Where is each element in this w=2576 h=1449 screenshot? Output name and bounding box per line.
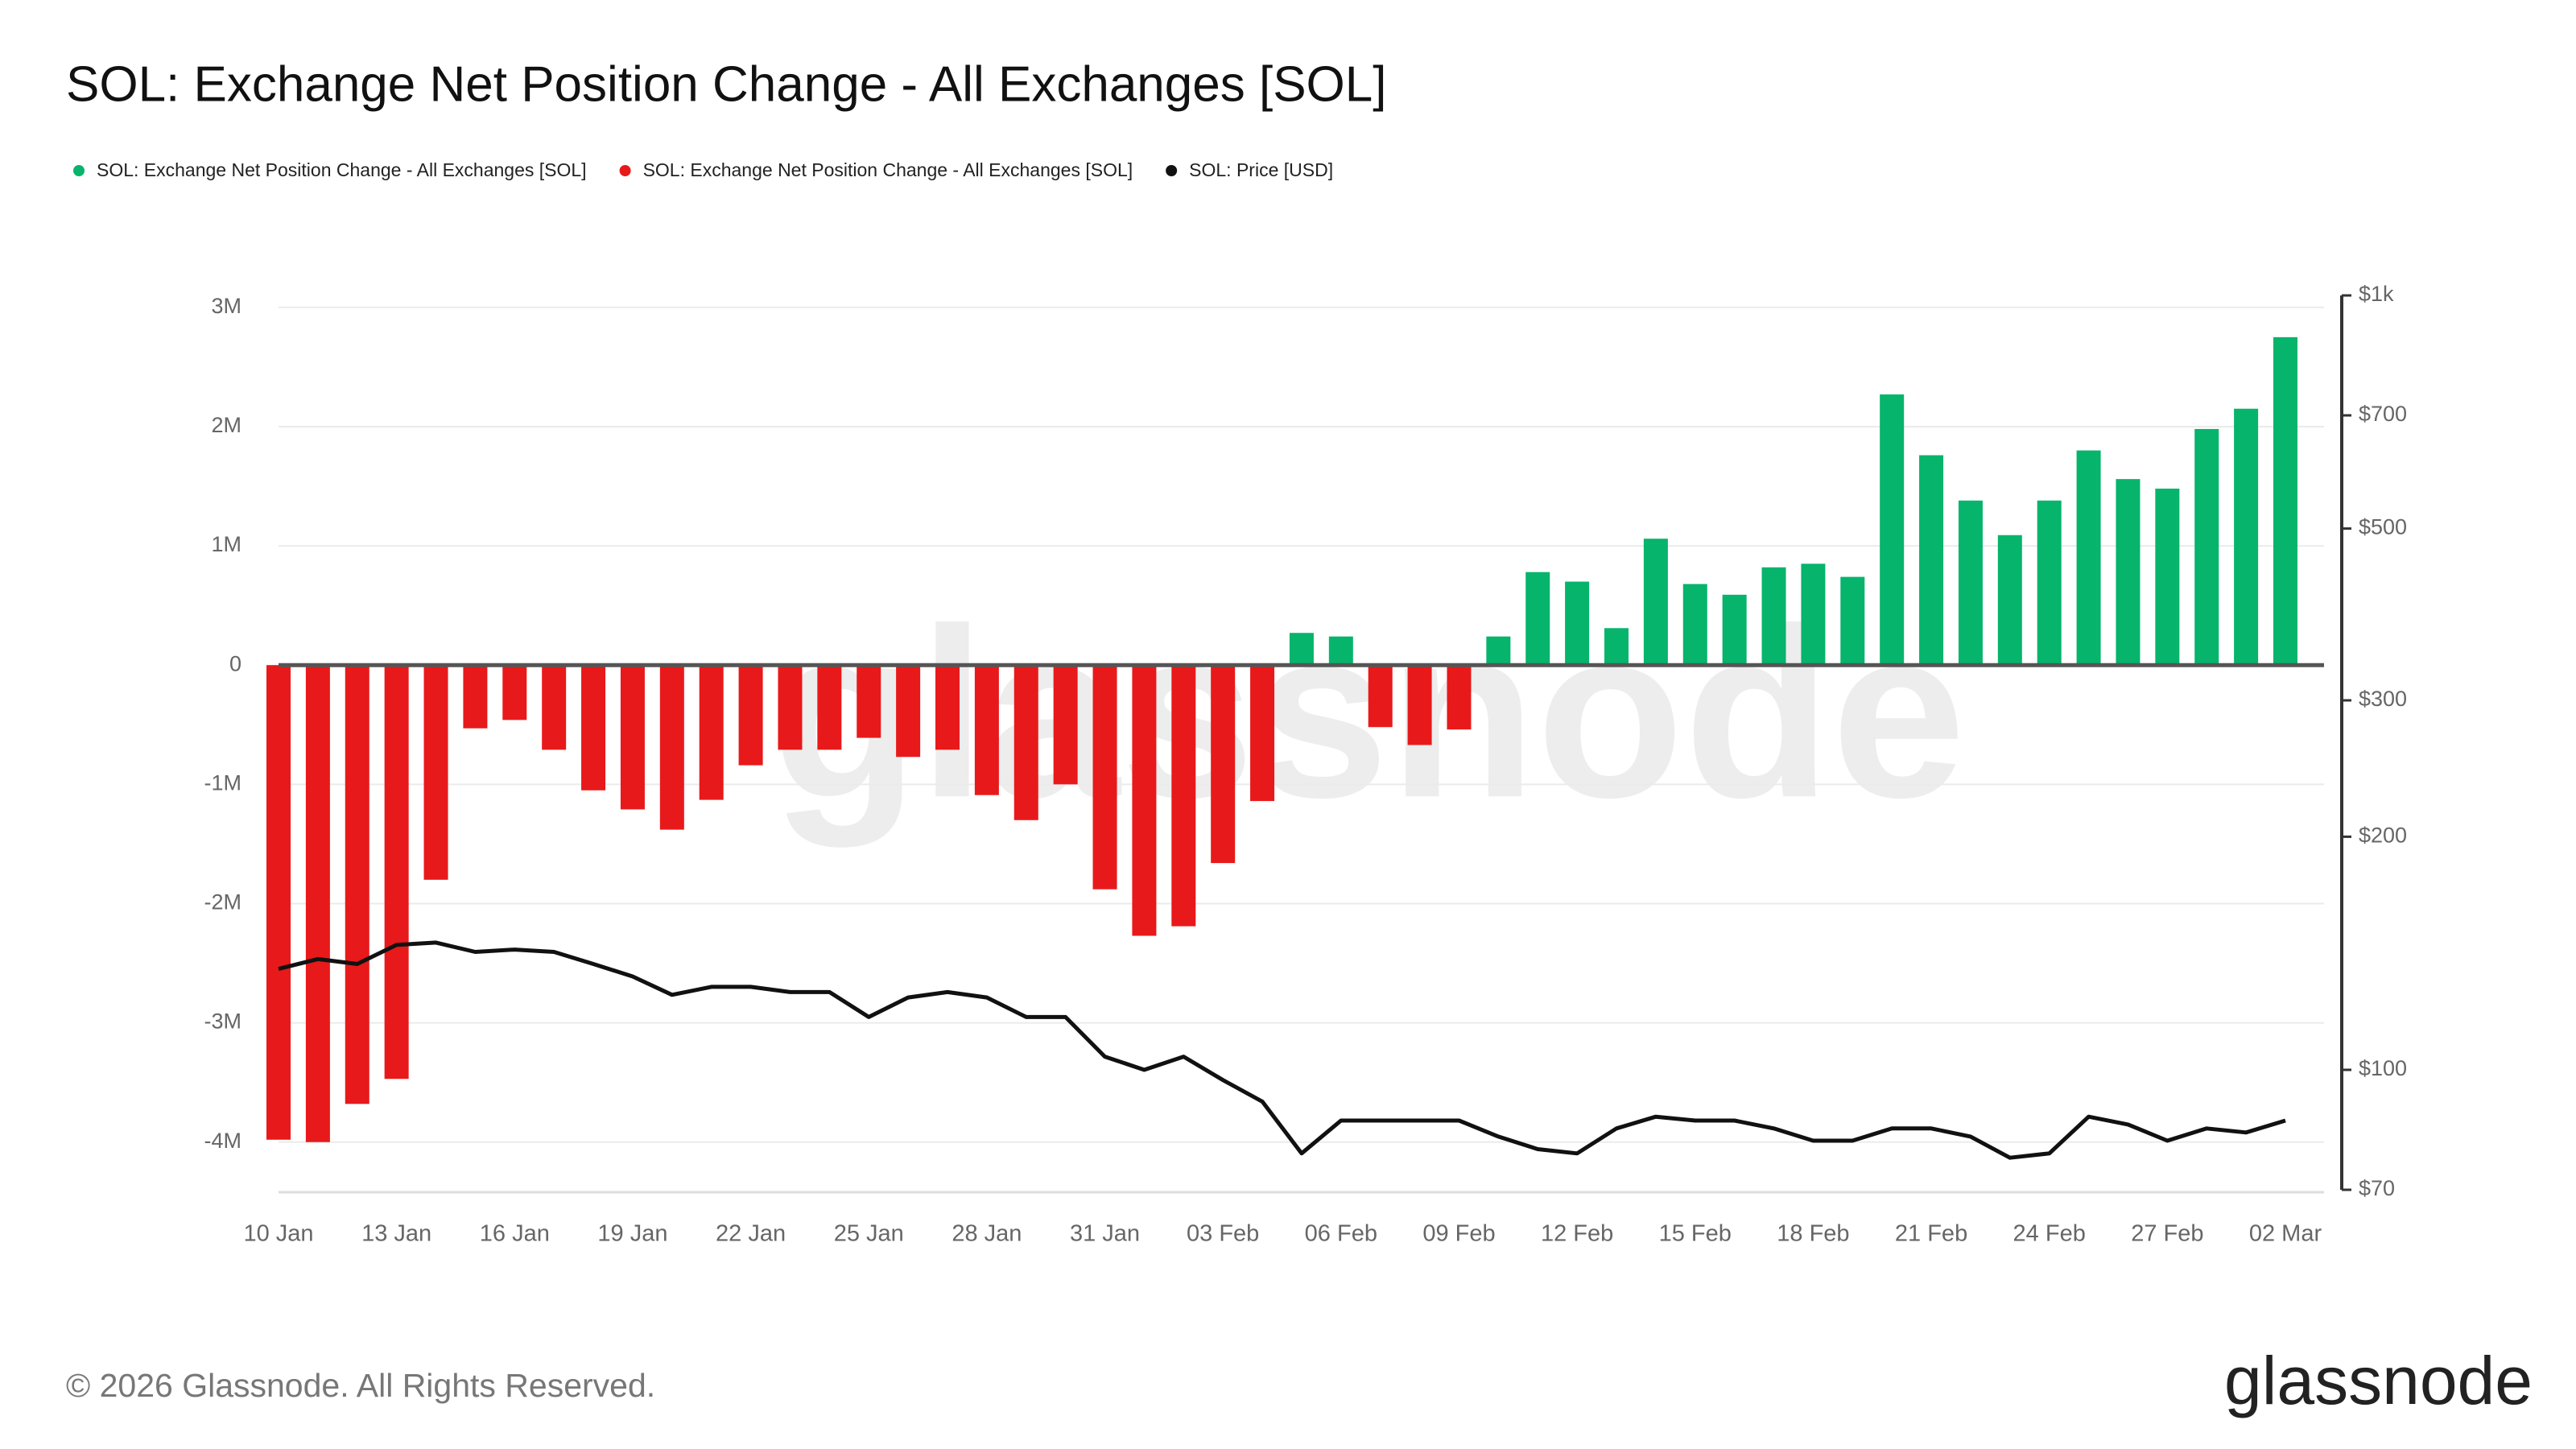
price-line: [278, 940, 2286, 1160]
bar: [1053, 665, 1078, 785]
bar: [1525, 572, 1550, 666]
bar: [778, 665, 803, 750]
footer: © 2026 Glassnode. All Rights Reserved.: [66, 1367, 655, 1404]
x-tick-label: 28 Jan: [952, 1221, 1022, 1247]
bar: [1132, 665, 1157, 936]
y2-tick-label: $300: [2359, 687, 2407, 711]
bar: [542, 665, 567, 750]
y2-tick-label: $200: [2359, 824, 2407, 848]
bar: [2116, 479, 2140, 666]
legend-label: SOL: Exchange Net Position Change - All …: [643, 159, 1133, 180]
bar: [738, 665, 763, 766]
bar: [1604, 628, 1629, 666]
bar: [1801, 564, 1826, 666]
bar: [463, 665, 488, 729]
y-tick-label: 3M: [211, 294, 242, 318]
bar: [2273, 336, 2297, 666]
y-tick-label: 1M: [211, 532, 242, 556]
bar: [1997, 535, 2022, 666]
legend: SOL: Exchange Net Position Change - All …: [73, 159, 1333, 180]
bar: [1840, 576, 1865, 666]
bar: [384, 665, 409, 1080]
bar: [2194, 428, 2219, 666]
x-tick-label: 21 Feb: [1895, 1221, 1967, 1247]
bar: [1368, 665, 1393, 728]
bar: [1171, 665, 1196, 927]
y2-tick-label: $700: [2359, 402, 2407, 426]
bar: [423, 665, 448, 880]
x-tick-label: 15 Feb: [1659, 1221, 1732, 1247]
x-tick-label: 27 Feb: [2131, 1221, 2203, 1247]
y2-tick-label: $1k: [2359, 282, 2394, 306]
x-tick-label: 18 Feb: [1777, 1221, 1849, 1247]
bar: [2037, 500, 2062, 666]
bar: [1722, 594, 1747, 666]
x-tick-label: 09 Feb: [1422, 1221, 1495, 1247]
bar: [974, 665, 999, 795]
bar: [1447, 665, 1472, 730]
x-tick-label: 16 Jan: [480, 1221, 550, 1247]
bar: [699, 665, 724, 800]
x-tick-label: 10 Jan: [243, 1221, 313, 1247]
legend-marker: [619, 165, 631, 176]
x-tick-label: 03 Feb: [1187, 1221, 1259, 1247]
bar: [1682, 584, 1707, 666]
bar: [896, 665, 921, 758]
y-tick-label: 2M: [211, 413, 242, 437]
x-tick-label: 13 Jan: [361, 1221, 431, 1247]
bar: [1958, 500, 1983, 666]
chart-title: SOL: Exchange Net Position Change - All …: [66, 56, 1387, 112]
bar: [1328, 636, 1353, 666]
bar: [1407, 665, 1432, 745]
x-tick-label: 06 Feb: [1305, 1221, 1377, 1247]
legend-marker: [73, 165, 85, 176]
x-tick-label: 02 Mar: [2249, 1221, 2322, 1247]
bar: [502, 665, 527, 720]
bar: [2076, 450, 2101, 666]
bar: [1250, 665, 1275, 802]
bar: [817, 665, 842, 750]
bar: [2155, 488, 2180, 666]
y2-tick-label: $70: [2359, 1176, 2395, 1200]
y-tick-label: -1M: [204, 770, 242, 795]
x-tick-label: 25 Jan: [834, 1221, 904, 1247]
bar: [935, 665, 960, 750]
y-tick-label: 0: [229, 651, 242, 675]
bar: [1289, 633, 1314, 666]
x-tick-label: 24 Feb: [2013, 1221, 2086, 1247]
logo: glassnode: [2224, 1343, 2533, 1418]
bar: [1565, 581, 1590, 666]
y2-tick-label: $500: [2359, 515, 2407, 539]
bar: [581, 665, 606, 791]
y-tick-label: -2M: [204, 890, 242, 914]
bar: [1211, 665, 1236, 864]
y-tick-label: -3M: [204, 1009, 242, 1034]
y-tick-label: -4M: [204, 1129, 242, 1153]
bar: [1486, 636, 1511, 666]
legend-marker: [1166, 165, 1178, 176]
bar: [1013, 665, 1038, 820]
bar: [620, 665, 645, 810]
legend-label: SOL: Exchange Net Position Change - All …: [97, 159, 587, 180]
x-tick-label: 12 Feb: [1541, 1221, 1613, 1247]
bar: [1092, 665, 1117, 890]
bar: [305, 665, 330, 1142]
x-tick-label: 22 Jan: [716, 1221, 786, 1247]
bar: [345, 665, 369, 1104]
bar: [1919, 455, 1944, 666]
bar: [659, 665, 684, 830]
bar: [857, 665, 881, 738]
legend-label: SOL: Price [USD]: [1189, 159, 1333, 180]
bar: [2234, 408, 2259, 666]
bar: [266, 665, 291, 1140]
y2-tick-label: $100: [2359, 1056, 2407, 1080]
x-tick-label: 19 Jan: [597, 1221, 667, 1247]
bar: [1761, 567, 1786, 666]
bar: [1643, 539, 1668, 666]
x-tick-label: 31 Jan: [1070, 1221, 1140, 1247]
bar: [1880, 394, 1905, 666]
